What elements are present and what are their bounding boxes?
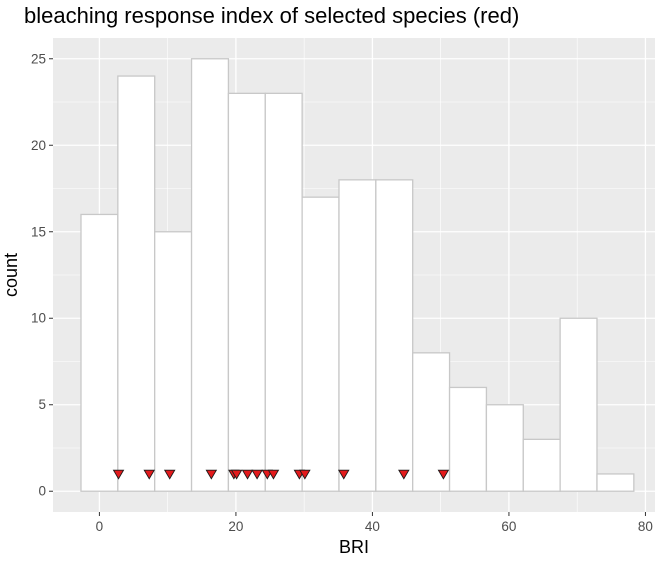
y-tick-label: 10: [31, 311, 46, 326]
y-tick-label: 15: [31, 224, 46, 239]
histogram-bar-14: [596, 473, 635, 492]
y-axis-title: count: [1, 253, 21, 297]
x-axis-title: BRI: [339, 537, 369, 557]
histogram-bar-2: [154, 231, 193, 492]
species-marker-6: [241, 469, 254, 480]
x-tick-label: 0: [96, 519, 104, 534]
histogram-bars: [80, 58, 635, 492]
x-tick-label: 40: [365, 519, 380, 534]
y-tick-label: 5: [38, 397, 46, 412]
species-marker-5: [230, 469, 243, 480]
species-marker-14: [437, 469, 450, 480]
x-tick-label: 80: [638, 519, 653, 534]
species-marker-11: [299, 469, 311, 480]
species-marker-1: [143, 469, 156, 480]
species-marker-3: [205, 469, 218, 480]
histogram-bar-12: [522, 438, 561, 492]
histogram-bar-5: [264, 92, 303, 492]
histogram-bar-13: [559, 317, 598, 492]
species-marker-0: [112, 469, 125, 480]
species-marker-12: [337, 469, 350, 480]
histogram-bar-9: [412, 352, 451, 492]
histogram-bar-4: [227, 92, 266, 492]
y-tick-label: 0: [38, 484, 46, 499]
y-tick-label: 20: [31, 138, 46, 153]
y-tick-label: 25: [31, 51, 46, 66]
histogram-bar-0: [80, 213, 119, 492]
histogram-bar-11: [485, 404, 524, 492]
species-marker-7: [251, 469, 263, 480]
histogram-bar-1: [117, 75, 156, 492]
species-marker-9: [267, 469, 280, 480]
histogram-bar-7: [338, 179, 377, 492]
axes: 0 20 40 60 80 0 5 10 15 20 25: [31, 51, 653, 534]
x-tick-label: 60: [501, 519, 516, 534]
chart-title: bleaching response index of selected spe…: [24, 3, 519, 28]
histogram-bar-10: [448, 386, 488, 492]
species-marker-13: [398, 469, 410, 480]
x-tick-label: 20: [228, 519, 243, 534]
selected-species-markers: [112, 469, 450, 480]
histogram-bar-3: [190, 58, 230, 492]
species-marker-2: [163, 469, 176, 480]
histogram-bar-8: [375, 179, 414, 492]
histogram-bar-6: [301, 196, 340, 492]
